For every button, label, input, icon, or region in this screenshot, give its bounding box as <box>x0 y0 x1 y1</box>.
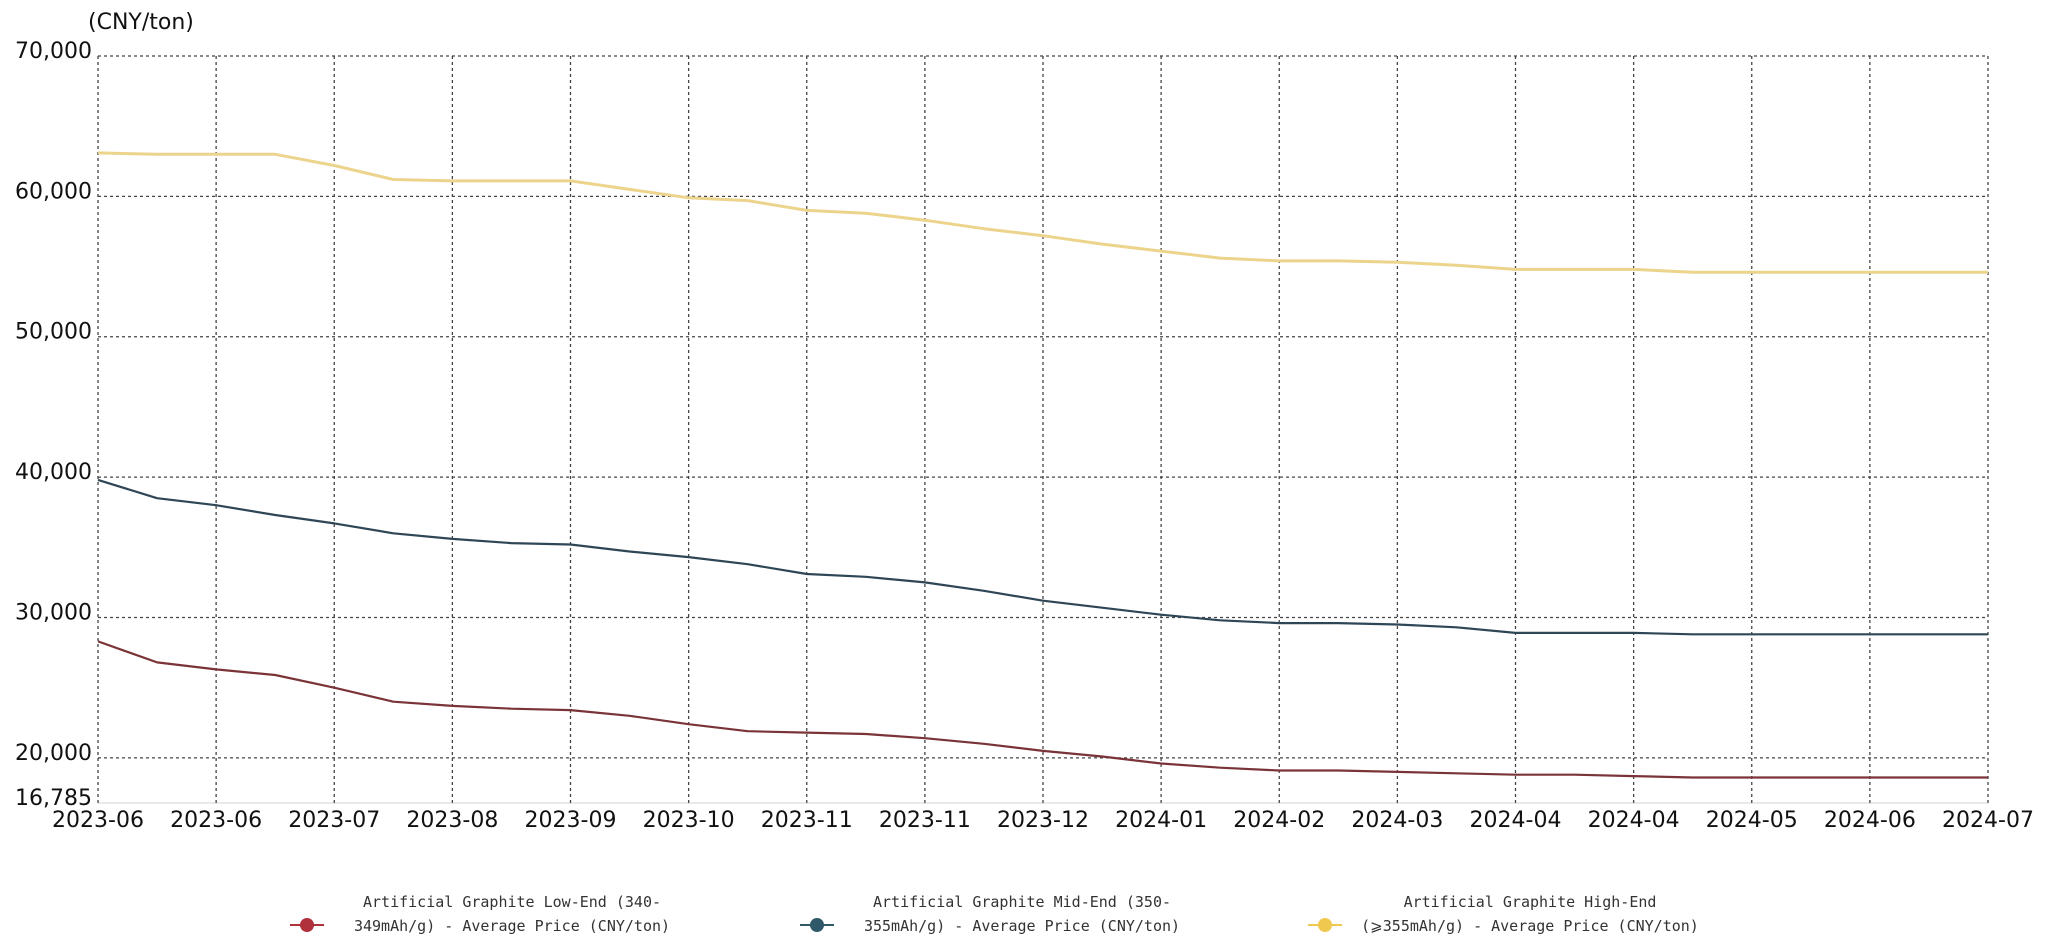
y-axis-unit: (CNY/ton) <box>88 10 194 35</box>
legend-item[interactable]: Artificial Graphite Mid-End (350-355mAh/… <box>800 890 1220 938</box>
y-tick-label: 20,000 <box>15 741 92 766</box>
x-tick-label: 2023-12 <box>997 808 1089 833</box>
x-tick-label: 2023-06 <box>52 808 144 833</box>
y-tick-label: 50,000 <box>15 320 92 345</box>
x-tick-label: 2023-11 <box>761 808 853 833</box>
x-tick-label: 2024-04 <box>1470 808 1562 833</box>
x-tick-label: 2024-03 <box>1351 808 1443 833</box>
x-tick-label: 2023-07 <box>288 808 380 833</box>
x-tick-label: 2024-02 <box>1233 808 1325 833</box>
x-tick-label: 2024-05 <box>1706 808 1798 833</box>
legend-swatch <box>290 918 324 932</box>
legend-label: Artificial Graphite High-End (⩾355mAh/g)… <box>1361 893 1699 935</box>
y-tick-label: 40,000 <box>15 460 92 485</box>
x-tick-label: 2024-01 <box>1115 808 1207 833</box>
x-tick-label: 2023-06 <box>170 808 262 833</box>
x-tick-label: 2024-04 <box>1588 808 1680 833</box>
x-tick-label: 2023-10 <box>643 808 735 833</box>
y-tick-label: 70,000 <box>15 39 92 64</box>
legend-item[interactable]: Artificial Graphite High-End (⩾355mAh/g)… <box>1308 890 1728 938</box>
legend-swatch <box>800 918 834 932</box>
series-line <box>97 151 1988 274</box>
x-tick-label: 2023-09 <box>525 808 617 833</box>
x-tick-label: 2023-11 <box>879 808 971 833</box>
legend: Artificial Graphite Low-End (340-349mAh/… <box>0 890 2048 940</box>
y-tick-label: 30,000 <box>15 600 92 625</box>
x-tick-label: 2024-07 <box>1942 808 2034 833</box>
series-line <box>97 640 1988 779</box>
legend-item[interactable]: Artificial Graphite Low-End (340-349mAh/… <box>290 890 710 938</box>
series-line <box>97 478 1988 636</box>
chart: (CNY/ton) 16,785 20,000 30,000 40,000 50,000… <box>15 10 2034 833</box>
x-tick-label: 2023-08 <box>406 808 498 833</box>
legend-label: Artificial Graphite Low-End (340-349mAh/… <box>353 893 671 935</box>
legend-swatch <box>1308 918 1342 932</box>
legend-label: Artificial Graphite Mid-End (350-355mAh/… <box>863 893 1181 935</box>
x-tick-label: 2024-06 <box>1824 808 1916 833</box>
y-tick-label: 60,000 <box>15 179 92 204</box>
y-tick-label: 16,785 <box>15 786 92 811</box>
